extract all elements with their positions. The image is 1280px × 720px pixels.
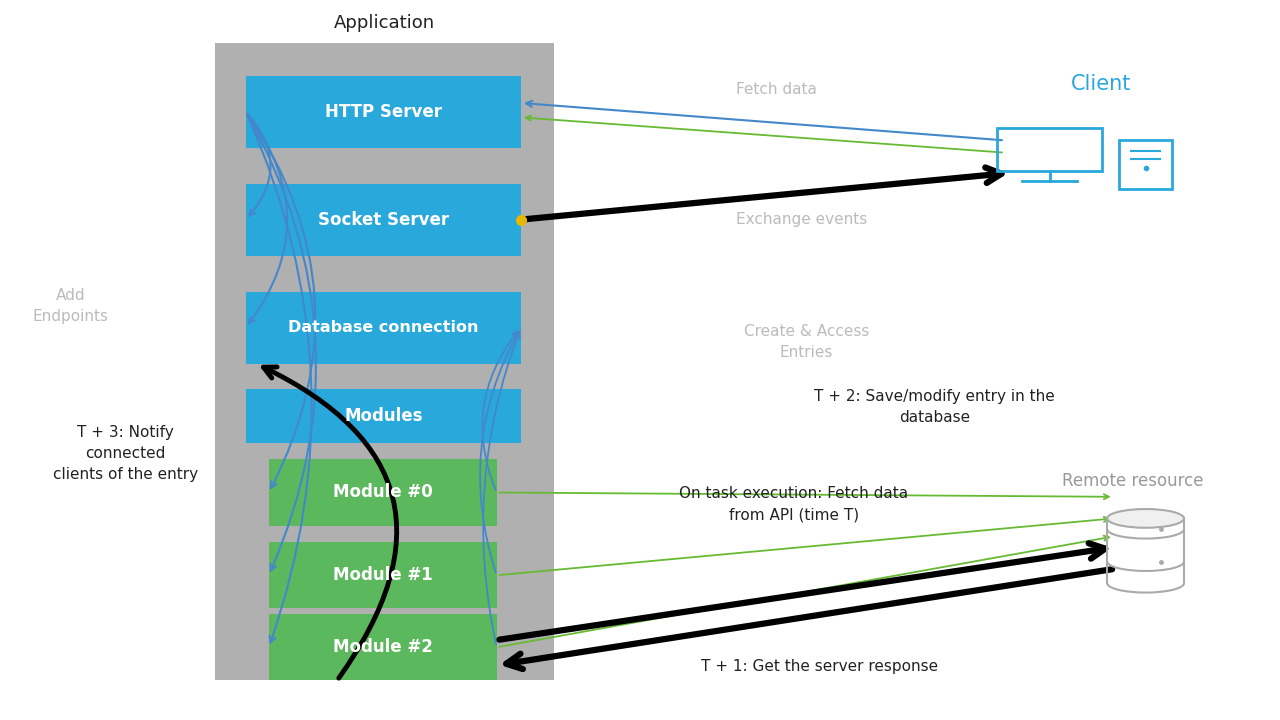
Text: Client: Client xyxy=(1070,73,1132,94)
Ellipse shape xyxy=(1107,509,1184,528)
Bar xyxy=(1119,140,1172,189)
Bar xyxy=(269,614,497,680)
Text: Socket Server: Socket Server xyxy=(317,210,449,228)
Bar xyxy=(246,389,521,443)
Text: T + 1: Get the server response: T + 1: Get the server response xyxy=(700,659,938,673)
FancyArrowPatch shape xyxy=(499,492,1108,499)
Text: Add
Endpoints: Add Endpoints xyxy=(32,288,109,324)
Bar xyxy=(246,76,521,148)
Text: T + 2: Save/modify entry in the
database: T + 2: Save/modify entry in the database xyxy=(814,389,1055,425)
Bar xyxy=(269,542,497,608)
FancyArrowPatch shape xyxy=(247,114,270,216)
FancyArrowPatch shape xyxy=(526,116,1002,153)
Bar xyxy=(269,459,497,526)
Text: HTTP Server: HTTP Server xyxy=(325,102,442,120)
FancyArrowPatch shape xyxy=(247,114,312,642)
Bar xyxy=(215,43,554,680)
FancyArrowPatch shape xyxy=(526,101,1002,140)
Text: Create & Access
Entries: Create & Access Entries xyxy=(744,324,869,360)
FancyArrowPatch shape xyxy=(264,367,397,678)
FancyArrowPatch shape xyxy=(499,517,1108,575)
Text: Module #1: Module #1 xyxy=(333,566,433,585)
Bar xyxy=(246,292,521,364)
Text: Application: Application xyxy=(334,14,435,32)
Text: Fetch data: Fetch data xyxy=(736,83,817,97)
FancyArrowPatch shape xyxy=(247,114,287,323)
FancyArrowPatch shape xyxy=(483,331,518,490)
Text: Remote resource: Remote resource xyxy=(1062,472,1203,490)
Text: T + 3: Notify
connected
clients of the entry: T + 3: Notify connected clients of the e… xyxy=(52,425,198,482)
Bar xyxy=(246,184,521,256)
FancyArrowPatch shape xyxy=(499,544,1105,639)
FancyArrowPatch shape xyxy=(480,332,518,572)
FancyArrowPatch shape xyxy=(524,168,1001,220)
Text: On task execution: Fetch data
from API (time T): On task execution: Fetch data from API (… xyxy=(678,486,909,522)
FancyArrowPatch shape xyxy=(247,114,315,488)
Text: Module #0: Module #0 xyxy=(333,484,433,501)
Text: Database connection: Database connection xyxy=(288,320,479,335)
Bar xyxy=(997,127,1102,171)
Text: Exchange events: Exchange events xyxy=(736,212,868,227)
FancyArrowPatch shape xyxy=(483,332,520,644)
Text: Modules: Modules xyxy=(344,407,422,425)
FancyArrowPatch shape xyxy=(499,536,1108,647)
FancyArrowPatch shape xyxy=(247,114,316,571)
FancyArrowPatch shape xyxy=(507,570,1112,669)
Text: Module #2: Module #2 xyxy=(333,638,433,657)
